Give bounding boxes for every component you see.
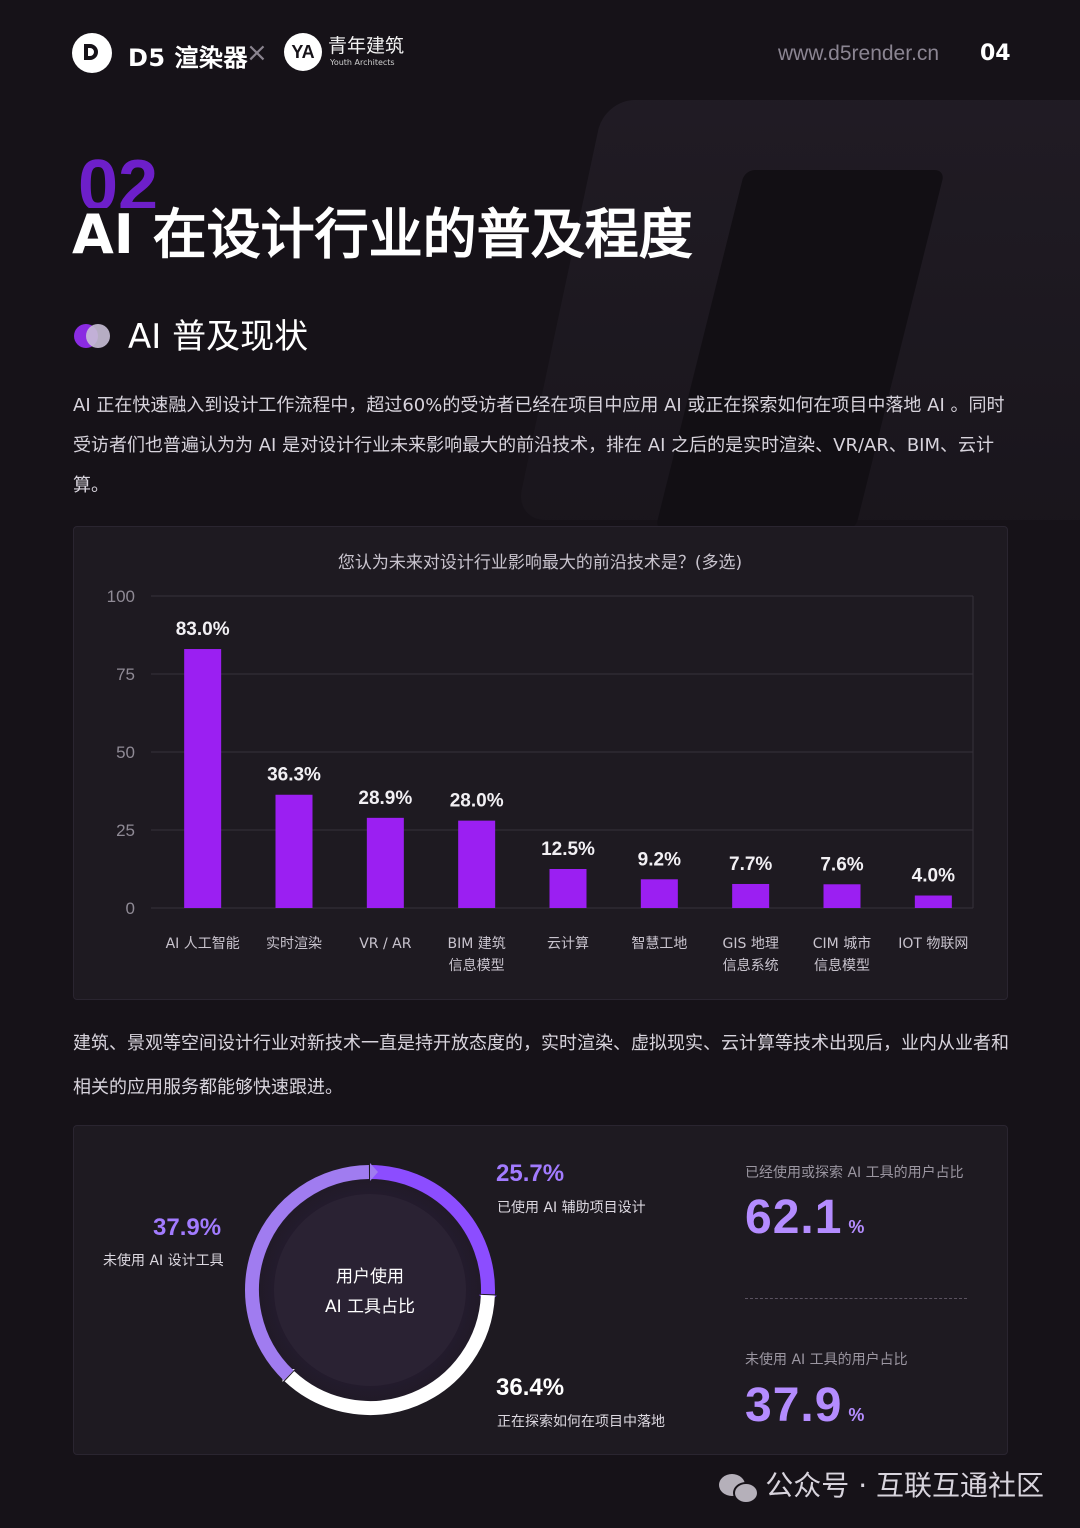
donut-chart [242, 1162, 498, 1418]
y-tick-label: 25 [116, 821, 135, 840]
bar-value-label: 7.6% [820, 854, 863, 875]
bar [458, 820, 496, 908]
bar [366, 817, 404, 908]
bar-chart-panel [73, 526, 1008, 1000]
partner-subtitle: Youth Architects [330, 58, 395, 67]
bar-value-label: 7.7% [729, 854, 772, 875]
used-percent: 25.7% [496, 1160, 565, 1187]
footer-watermark: 公众号 · 互联互通社区 [719, 1464, 1044, 1504]
x-category-label: 信息模型 [449, 957, 505, 974]
stat-divider [745, 1298, 967, 1299]
used-stat-label: 已经使用或探索 AI 工具的用户占比 [745, 1165, 964, 1181]
donut-slice [369, 1165, 495, 1295]
bar-value-label: 4.0% [912, 866, 955, 887]
bar-value-label: 28.9% [358, 788, 412, 809]
not-used-label: 未使用 AI 设计工具 [103, 1253, 224, 1269]
x-category-label: 信息系统 [723, 957, 779, 974]
y-tick-label: 100 [107, 587, 135, 606]
not-used-stat-number: 37.9 [745, 1379, 843, 1432]
cross-symbol: × [246, 38, 268, 68]
x-category-label: CIM 城市 [813, 935, 871, 952]
donut-center-line-1: 用户使用 [336, 1267, 404, 1287]
x-category-label: AI 人工智能 [166, 936, 240, 952]
site-url[interactable]: www.d5render.cn [778, 42, 940, 65]
x-category-label: 智慧工地 [631, 936, 687, 952]
section-title: AI 在设计行业的普及程度 [72, 203, 693, 266]
bar [823, 884, 861, 908]
subsection-title: AI 普及现状 [128, 317, 309, 357]
y-tick-label: 0 [126, 899, 135, 918]
y-tick-label: 75 [116, 665, 135, 684]
bar [549, 869, 587, 908]
page-number: 04 [980, 41, 1011, 66]
bar-value-label: 28.0% [450, 791, 504, 812]
bar-chart: 0 25 50 75 100 83.0% AI 人工智能 36.3% 实时渲染 28.9% VR /… [107, 587, 974, 974]
donut-inner-circle [274, 1194, 466, 1386]
not-used-stat-label: 未使用 AI 工具的用户占比 [745, 1352, 908, 1368]
bar [275, 794, 313, 908]
wechat-icon [719, 1472, 760, 1504]
used-stat-unit: % [848, 1217, 866, 1237]
x-category-label: 云计算 [547, 936, 589, 952]
not-used-stat-value: 37.9% [745, 1378, 865, 1433]
bar-value-label: 9.2% [638, 849, 681, 870]
not-used-percent: 37.9% [153, 1214, 222, 1241]
bar [184, 649, 222, 908]
page-header: D5 渲染器 × YA 青年建筑 Youth Architects www.d5… [0, 0, 1080, 110]
bar-value-label: 36.3% [267, 765, 321, 786]
intro-paragraph: AI 正在快速融入到设计工作流程中，超过60%的受访者已经在项目中应用 AI 或… [73, 395, 1005, 496]
x-category-label: 信息模型 [814, 957, 870, 974]
section-number: 02 [78, 150, 159, 208]
x-category-label: BIM 建筑 [448, 936, 506, 952]
donut-slice [284, 1294, 495, 1415]
exploring-percent: 36.4% [496, 1374, 565, 1401]
donut-slice-arrow [370, 1163, 378, 1181]
donut-center-line-2: AI 工具占比 [324, 1297, 416, 1317]
bar [732, 883, 770, 908]
partner-name: 青年建筑 [328, 35, 405, 57]
used-stat-number: 62.1 [745, 1191, 843, 1244]
d5-logo-icon [72, 33, 112, 73]
youth-architects-logo-icon: YA [284, 33, 322, 71]
bar-value-label: 12.5% [541, 839, 595, 860]
donut-slice [245, 1165, 370, 1381]
x-category-label: IOT 物联网 [898, 936, 968, 952]
used-stat-value: 62.1% [745, 1190, 865, 1245]
bar-value-label: 83.0% [176, 619, 230, 640]
footer-text: 公众号 · 互联互通社区 [765, 1469, 1044, 1502]
bar [914, 895, 952, 908]
not-used-stat-unit: % [848, 1405, 866, 1425]
donut-center-label: 用户使用 AI 工具占比 [300, 1262, 440, 1322]
donut-chart-panel [73, 1125, 1008, 1455]
x-category-label: 实时渲染 [266, 936, 322, 952]
followup-paragraph: 建筑、景观等空间设计行业对新技术一直是持开放态度的，实时渲染、虚拟现实、云计算等… [73, 1033, 1009, 1098]
brand-text: D5 渲染器 [128, 44, 248, 72]
exploring-label: 正在探索如何在项目中落地 [497, 1414, 665, 1430]
used-label: 已使用 AI 辅助项目设计 [497, 1200, 646, 1216]
y-tick-label: 50 [116, 743, 135, 762]
chart-title: 您认为未来对设计行业影响最大的前沿技术是？(多选) [337, 553, 743, 573]
bar [640, 879, 678, 908]
bullet-dots-icon [74, 324, 110, 348]
x-category-label: GIS 地理 [723, 936, 779, 952]
x-category-label: VR / AR [359, 936, 411, 952]
